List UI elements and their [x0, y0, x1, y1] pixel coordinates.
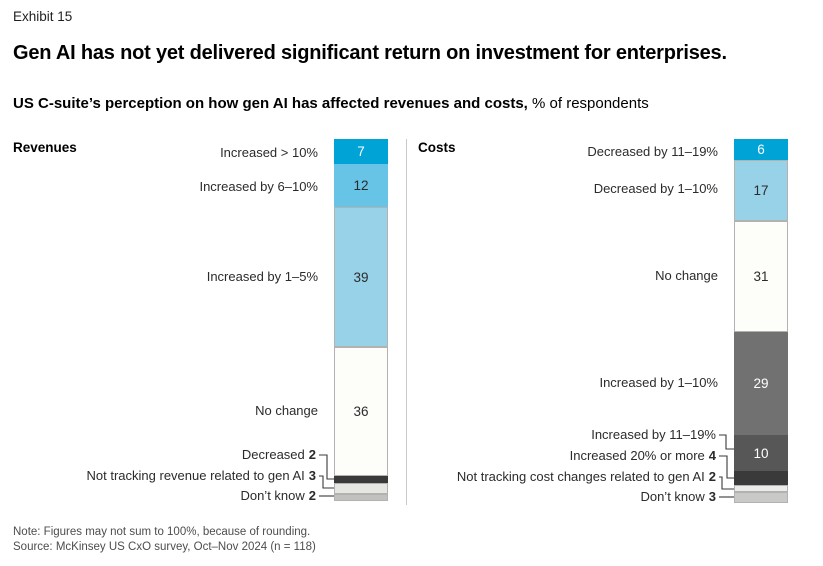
connector-costs-increased-11-19	[719, 434, 734, 450]
segment-label-revenues-no-change: No change	[0, 402, 318, 420]
bar-segment: 29	[734, 331, 788, 436]
segment-value: 4	[708, 448, 716, 463]
segment-label-text: Increased by 1–10%	[599, 375, 718, 390]
segment-label-text: Not tracking cost changes related to gen…	[456, 469, 705, 484]
segment-label-costs-decreased-1-10: Decreased by 1–10%	[0, 180, 718, 198]
segment-label-revenues-decreased: Decreased 2	[0, 446, 316, 464]
segment-label-text: Increased by 11–19%	[591, 427, 716, 442]
bar-segment	[734, 470, 788, 486]
segment-label-text: Decreased	[241, 447, 305, 462]
segment-value: 2	[308, 447, 316, 462]
exhibit-label: Exhibit 15	[13, 9, 73, 24]
bar-segment: 17	[734, 160, 788, 222]
bar-segment	[734, 492, 788, 503]
footnote: Note: Figures may not sum to 100%, becau…	[13, 525, 316, 555]
note-line: Note: Figures may not sum to 100%, becau…	[13, 526, 311, 538]
revenues-panel-title: Revenues	[13, 140, 77, 155]
segment-label-text: Not tracking revenue related to gen AI	[86, 468, 305, 483]
segment-label-costs-decreased-11-19: Decreased by 11–19%	[0, 143, 718, 161]
segment-label-text: Decreased by 1–10%	[593, 181, 718, 196]
subtitle: US C-suite’s perception on how gen AI ha…	[13, 95, 649, 112]
bar-segment: 12	[334, 164, 388, 208]
segment-label-text: No change	[255, 403, 318, 418]
segment-label-text: Increased > 10%	[220, 145, 318, 160]
subtitle-bold-text: US C-suite’s perception on how gen AI ha…	[13, 95, 528, 112]
chart-area: Revenues Costs 7 12 39 36 6 17 31 29 10 Increas…	[0, 139, 823, 511]
segment-label-costs-increased-11-19: Increased by 11–19%	[0, 426, 716, 444]
segment-label-revenues-increased-1-5: Increased by 1–5%	[0, 268, 318, 286]
subtitle-unit-text: % of respondents	[527, 95, 649, 112]
segment-label-text: Don’t know	[640, 489, 705, 504]
segment-label-text: No change	[655, 268, 718, 283]
bar-segment: 39	[334, 207, 388, 347]
bar-segment: 7	[334, 139, 388, 165]
segment-value: 3	[708, 489, 716, 504]
segment-value: 2	[708, 469, 716, 484]
segment-label-costs-increased-1-10: Increased by 1–10%	[0, 374, 718, 392]
connector-costs-not-tracking	[719, 476, 734, 490]
page-title: Gen AI has not yet delivered significant…	[13, 42, 727, 64]
bar-segment: 10	[734, 435, 788, 471]
revenues-stacked-bar: 7 12 39 36	[334, 139, 388, 502]
segment-label-text: Decreased by 11–19%	[587, 144, 718, 159]
bar-segment	[334, 483, 388, 494]
segment-label-revenues-dont-know: Don’t know 2	[0, 487, 316, 505]
segment-value: 3	[308, 468, 316, 483]
segment-label-costs-no-change: No change	[0, 267, 718, 285]
bar-segment	[334, 493, 388, 502]
segment-label-text: Increased by 6–10%	[199, 179, 318, 194]
segment-label-costs-dont-know: Don’t know 3	[0, 488, 716, 506]
costs-panel-title: Costs	[418, 140, 456, 155]
bar-segment	[334, 475, 388, 484]
connector-costs-increased-20	[719, 455, 734, 479]
segment-label-text: Increased 20% or more	[569, 448, 705, 463]
bar-segment: 6	[734, 139, 788, 161]
segment-value: 2	[308, 488, 316, 503]
bar-segment: 31	[734, 221, 788, 332]
segment-label-text: Don’t know	[240, 488, 305, 503]
segment-label-revenues-not-tracking: Not tracking revenue related to gen AI 3	[0, 467, 316, 485]
panel-divider	[406, 139, 407, 505]
bar-segment: 36	[334, 346, 388, 476]
segment-label-costs-not-tracking: Not tracking cost changes related to gen…	[0, 468, 716, 486]
segment-label-text: Increased by 1–5%	[206, 269, 318, 284]
costs-stacked-bar: 6 17 31 29 10	[734, 139, 788, 503]
segment-label-costs-increased-20: Increased 20% or more 4	[0, 447, 716, 465]
source-line: Source: McKinsey US CxO survey, Oct–Nov …	[13, 541, 316, 553]
segment-label-revenues-increased-6-10: Increased by 6–10%	[0, 178, 318, 196]
bar-segment	[734, 485, 788, 493]
segment-label-revenues-increased-gt10: Increased > 10%	[0, 144, 318, 162]
